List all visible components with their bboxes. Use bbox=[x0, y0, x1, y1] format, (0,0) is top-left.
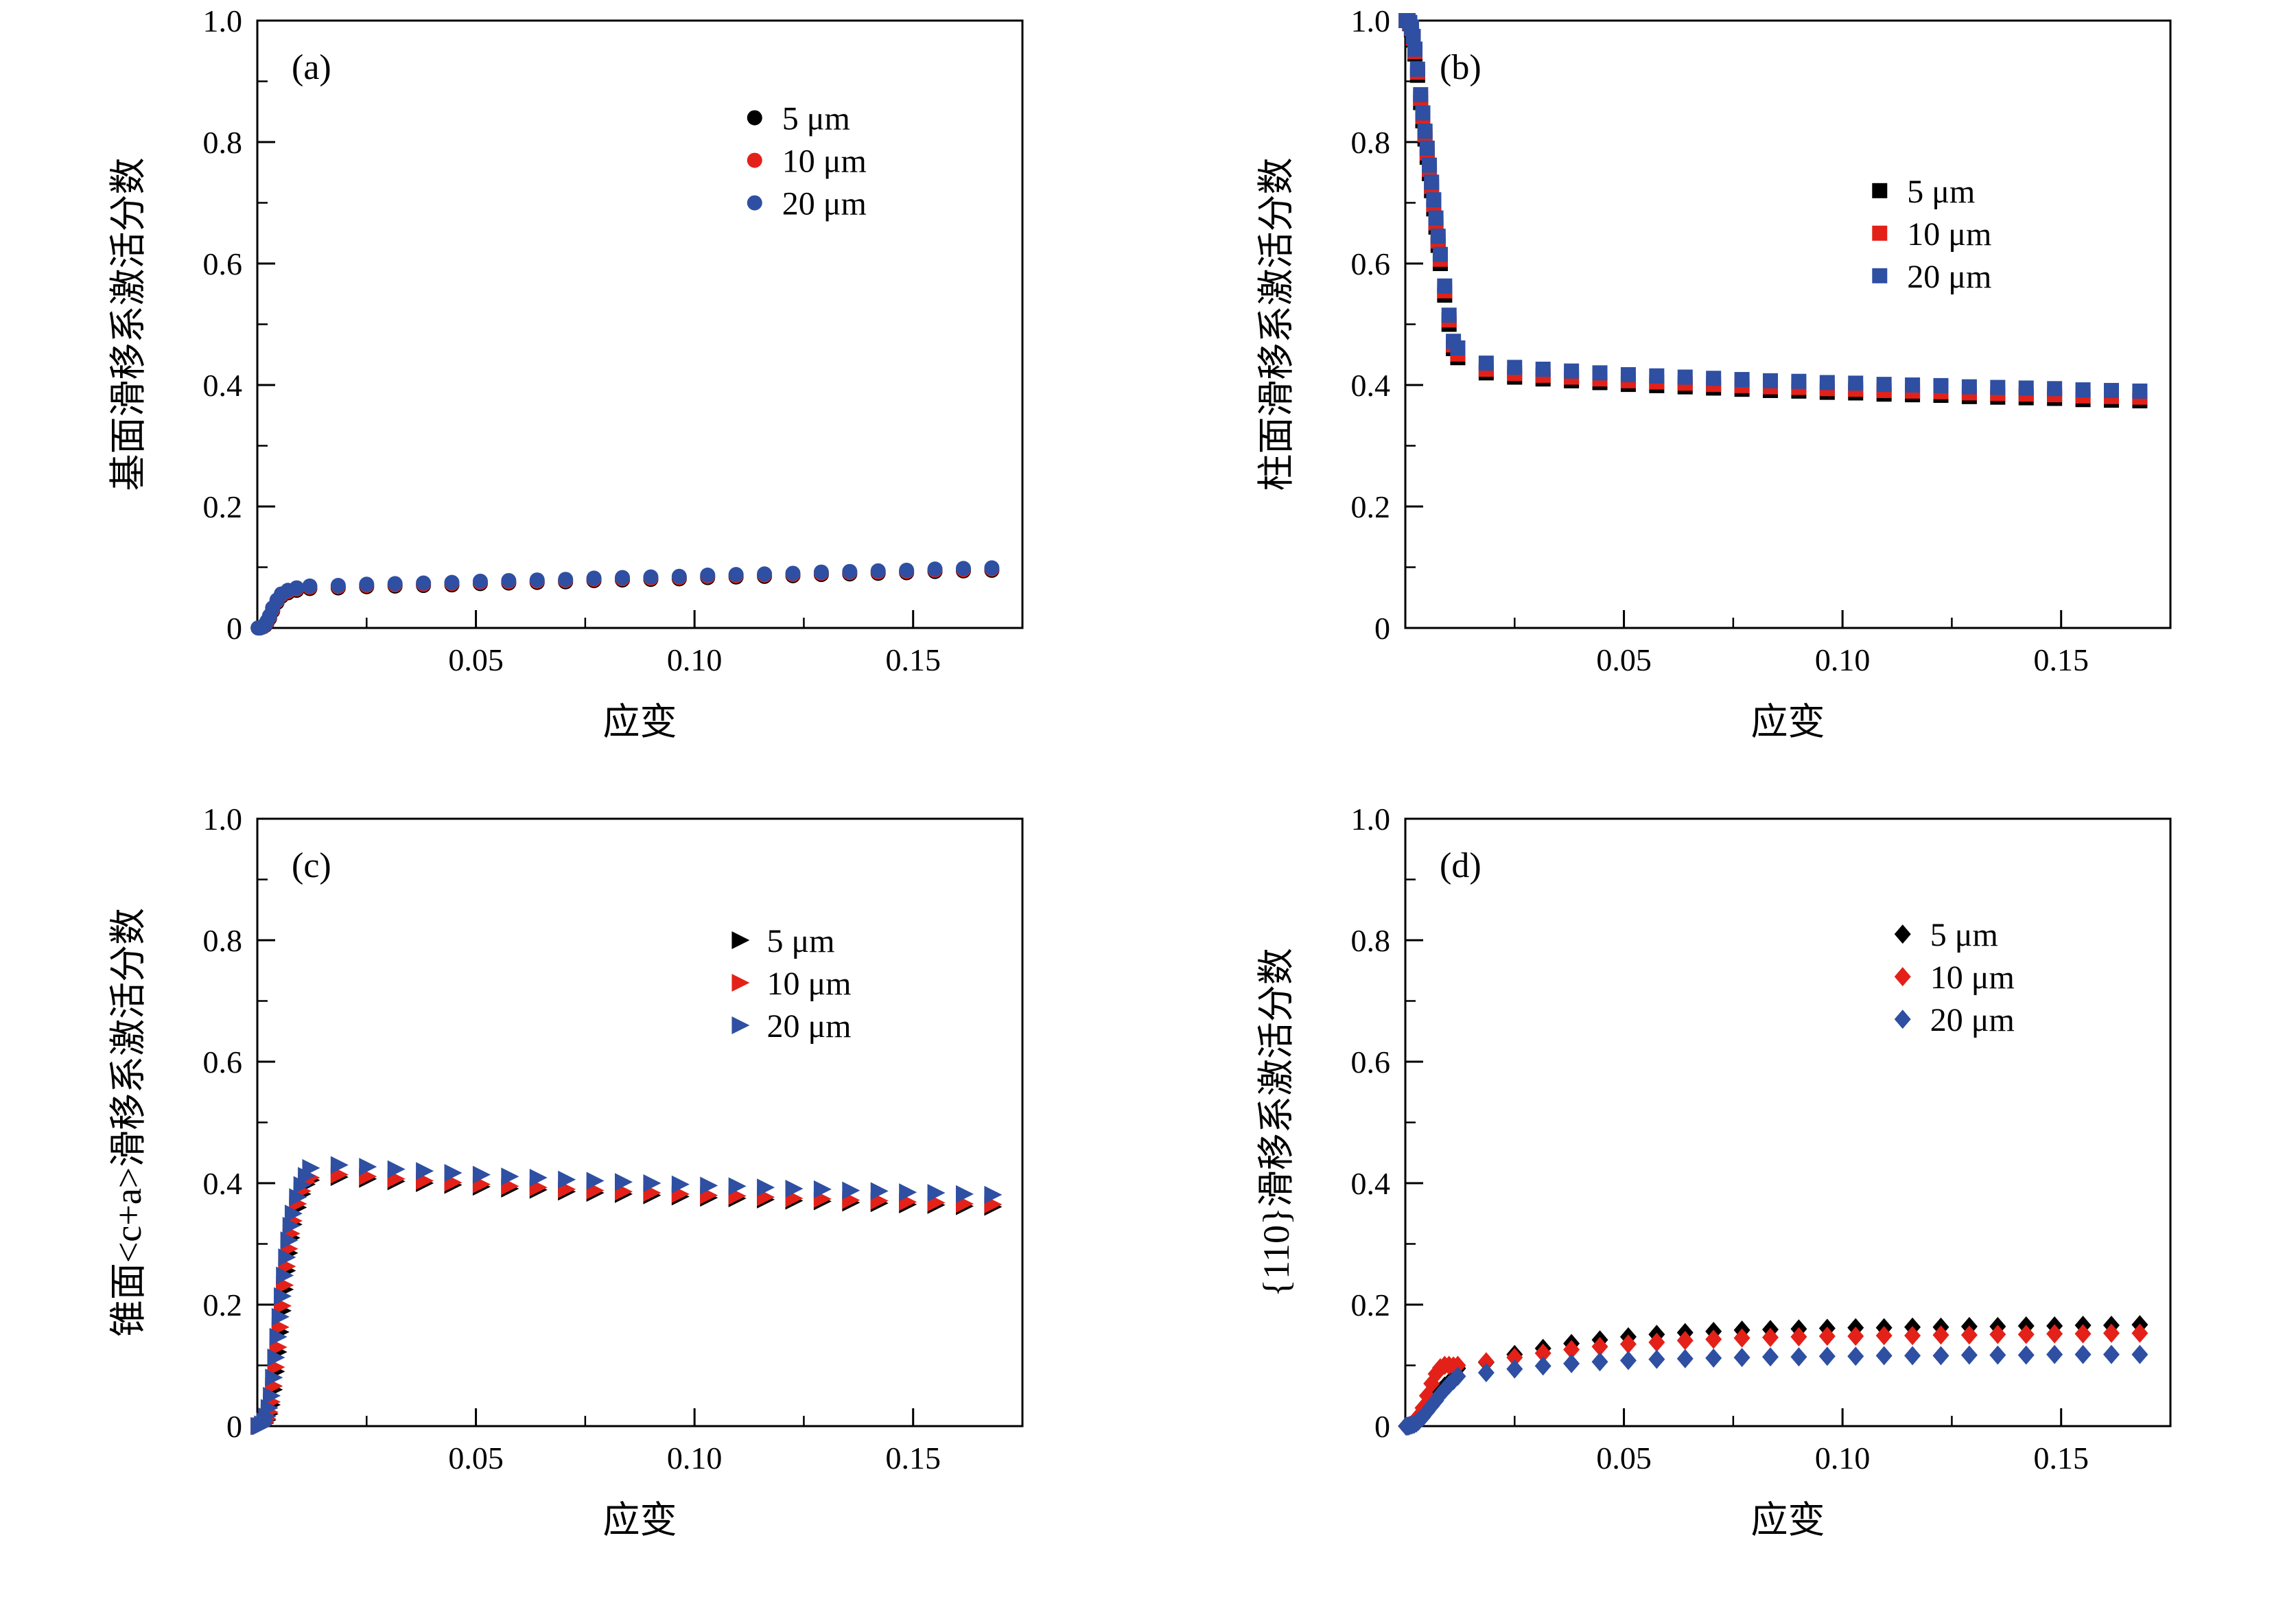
chart-a-basal-slip: 0 0.2 0.4 0.6 0.8 1.0 0.05 0.10 0.15 应变 基面滑移系激活分数 (… bbox=[108, 3, 1024, 743]
legend-entry-5-μm: 5 μm bbox=[1872, 174, 1975, 210]
y-tick-label: 0.8 bbox=[203, 125, 243, 160]
panel-a-basal-slip: 0 0.2 0.4 0.6 0.8 1.0 0.05 0.10 0.15 应变 基面滑移系激活分数 (… bbox=[0, 0, 1148, 798]
legend-label: 10 μm bbox=[766, 966, 851, 1002]
series-10-μm bbox=[250, 1165, 1003, 1435]
y-tick-label: 0.6 bbox=[203, 246, 243, 281]
series-5-μm bbox=[1398, 13, 2148, 409]
panel-b-prismatic-slip: 0 0.2 0.4 0.6 0.8 1.0 0.05 0.10 0.15 应变 柱面滑移系激活分数 (… bbox=[1148, 0, 2296, 798]
x-axis-title: 应变 bbox=[603, 701, 677, 743]
legend-label: 5 μm bbox=[766, 923, 834, 959]
y-axis-title: 锥面<c+a>滑移系激活分数 bbox=[108, 908, 149, 1337]
panel-letter: (c) bbox=[292, 846, 331, 885]
panel-letter: (a) bbox=[292, 48, 331, 87]
y-axis-title: {110}滑移系激活分数 bbox=[1256, 948, 1297, 1297]
legend-entry-20-μm: 20 μm bbox=[747, 186, 867, 222]
x-tick-label: 0.10 bbox=[667, 642, 723, 677]
legend-entry-10-μm: 10 μm bbox=[747, 143, 867, 180]
legend-label: 20 μm bbox=[782, 186, 867, 222]
series-20-μm bbox=[250, 560, 1000, 636]
series-5-μm bbox=[250, 1168, 1003, 1435]
y-tick-label: 0.2 bbox=[1351, 1287, 1391, 1322]
y-tick-label: 1.0 bbox=[1351, 3, 1391, 38]
x-tick-label: 0.15 bbox=[885, 1441, 941, 1476]
legend-label: 10 μm bbox=[1907, 216, 1991, 253]
series-10-μm bbox=[1398, 1323, 2148, 1436]
y-tick-label: 0.4 bbox=[1351, 368, 1391, 403]
legend-entry-10-μm: 10 μm bbox=[1872, 216, 1991, 253]
legend-entry-5-μm: 5 μm bbox=[747, 101, 850, 137]
legend-label: 5 μm bbox=[1907, 174, 1975, 210]
y-tick-label: 0.8 bbox=[1351, 923, 1391, 958]
legend-label: 20 μm bbox=[766, 1008, 851, 1045]
panel-d-110-slip: 0 0.2 0.4 0.6 0.8 1.0 0.05 0.10 0.15 应变 {110}滑移系激活… bbox=[1148, 798, 2296, 1596]
legend-entry-20-μm: 20 μm bbox=[731, 1008, 852, 1045]
x-tick-label: 0.05 bbox=[448, 642, 504, 677]
legend: 5 μm 10 μm 20 μm bbox=[731, 923, 852, 1045]
x-axis-title: 应变 bbox=[1751, 701, 1825, 743]
panel-letter: (d) bbox=[1440, 846, 1481, 885]
y-tick-label: 0.8 bbox=[1351, 125, 1391, 160]
y-tick-label: 0.6 bbox=[1351, 1045, 1391, 1080]
plot-box bbox=[1404, 19, 2172, 629]
x-tick-label: 0.15 bbox=[2033, 642, 2089, 677]
y-tick-label: 0 bbox=[226, 1409, 242, 1444]
x-tick-label: 0.10 bbox=[1815, 642, 1871, 677]
x-tick-label: 0.15 bbox=[885, 642, 941, 677]
y-tick-label: 0.8 bbox=[203, 923, 243, 958]
legend-label: 10 μm bbox=[1930, 959, 2015, 996]
chart-c-pyramidal-slip: 0 0.2 0.4 0.6 0.8 1.0 0.05 0.10 0.15 应变 锥面<c+a>滑移系… bbox=[108, 802, 1024, 1541]
legend-entry-20-μm: 20 μm bbox=[1894, 1002, 2015, 1038]
series-20-μm bbox=[250, 1156, 1003, 1435]
y-tick-label: 0.2 bbox=[203, 1287, 243, 1322]
series-20-μm bbox=[1398, 13, 2148, 399]
y-tick-label: 0.4 bbox=[1351, 1166, 1391, 1201]
legend: 5 μm 10 μm 20 μm bbox=[1894, 917, 2015, 1038]
y-tick-label: 0 bbox=[226, 611, 242, 646]
panel-letter: (b) bbox=[1440, 48, 1481, 87]
y-axis-title: 基面滑移系激活分数 bbox=[108, 158, 149, 491]
x-axis-title: 应变 bbox=[1751, 1500, 1825, 1541]
legend-entry-5-μm: 5 μm bbox=[1894, 917, 1998, 953]
y-tick-label: 0.4 bbox=[203, 368, 243, 403]
y-tick-label: 1.0 bbox=[203, 802, 243, 837]
y-tick-label: 0.4 bbox=[203, 1166, 243, 1201]
legend-label: 20 μm bbox=[1907, 259, 1991, 295]
y-tick-label: 0.6 bbox=[203, 1045, 243, 1080]
legend: 5 μm 10 μm 20 μm bbox=[1872, 174, 1991, 295]
legend-entry-10-μm: 10 μm bbox=[731, 966, 852, 1002]
y-tick-label: 0 bbox=[1374, 611, 1390, 646]
y-tick-label: 1.0 bbox=[1351, 802, 1391, 837]
x-tick-label: 0.10 bbox=[667, 1441, 723, 1476]
y-tick-label: 0 bbox=[1374, 1409, 1390, 1444]
x-axis-title: 应变 bbox=[603, 1500, 677, 1541]
plot-box bbox=[256, 19, 1024, 629]
legend-label: 5 μm bbox=[1930, 917, 1998, 953]
chart-b-prismatic-slip: 0 0.2 0.4 0.6 0.8 1.0 0.05 0.10 0.15 应变 柱面滑移系激活分数 (… bbox=[1256, 3, 2172, 743]
legend-entry-20-μm: 20 μm bbox=[1872, 259, 1991, 295]
legend-label: 20 μm bbox=[1930, 1002, 2015, 1038]
x-tick-label: 0.15 bbox=[2033, 1441, 2089, 1476]
x-tick-label: 0.05 bbox=[448, 1441, 504, 1476]
legend-entry-10-μm: 10 μm bbox=[1894, 959, 2015, 996]
y-axis-title: 柱面滑移系激活分数 bbox=[1256, 158, 1297, 491]
x-tick-label: 0.05 bbox=[1596, 1441, 1652, 1476]
legend-label: 5 μm bbox=[782, 101, 850, 137]
y-tick-label: 0.2 bbox=[1351, 489, 1391, 524]
y-tick-label: 0.2 bbox=[203, 489, 243, 524]
legend-entry-5-μm: 5 μm bbox=[731, 923, 835, 959]
series-10-μm bbox=[1398, 13, 2148, 405]
y-tick-label: 0.6 bbox=[1351, 246, 1391, 281]
plot-box bbox=[256, 817, 1024, 1427]
y-tick-label: 1.0 bbox=[203, 3, 243, 38]
x-tick-label: 0.10 bbox=[1815, 1441, 1871, 1476]
series-20-μm bbox=[1398, 1344, 2148, 1436]
panel-c-pyramidal-slip: 0 0.2 0.4 0.6 0.8 1.0 0.05 0.10 0.15 应变 锥面<c+a>滑移系… bbox=[0, 798, 1148, 1596]
legend-label: 10 μm bbox=[782, 143, 867, 180]
x-tick-label: 0.05 bbox=[1596, 642, 1652, 677]
chart-d-110-slip: 0 0.2 0.4 0.6 0.8 1.0 0.05 0.10 0.15 应变 {110}滑移系激活… bbox=[1256, 802, 2172, 1541]
legend: 5 μm 10 μm 20 μm bbox=[747, 101, 867, 222]
